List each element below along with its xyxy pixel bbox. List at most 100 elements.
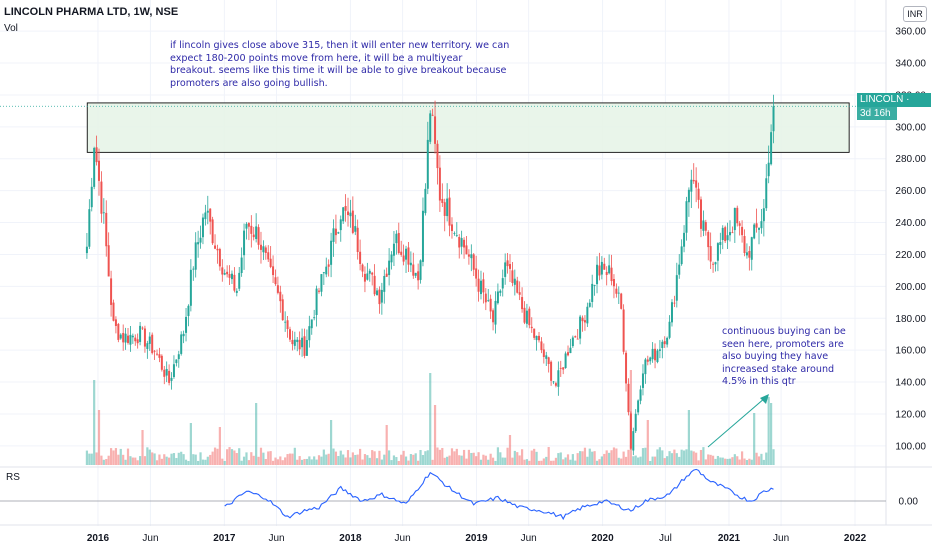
- currency-badge[interactable]: INR: [903, 6, 927, 22]
- volume-bar: [383, 454, 386, 465]
- candle-body: [334, 228, 337, 236]
- candle-body: [349, 212, 352, 217]
- volume-bar: [310, 459, 313, 465]
- candle-body: [223, 273, 226, 275]
- volume-bar: [562, 459, 565, 465]
- candle-body: [479, 280, 482, 295]
- candle-body: [692, 179, 695, 182]
- trend-arrow: [707, 394, 769, 448]
- volume-bar: [455, 448, 458, 465]
- candle-body: [770, 132, 773, 165]
- volume-indicator-label[interactable]: Vol: [4, 23, 18, 34]
- time-tick-label: 2016: [87, 533, 110, 544]
- candle-body: [347, 211, 350, 216]
- volume-bar: [126, 448, 130, 465]
- candle-body: [180, 334, 183, 354]
- volume-bar: [591, 451, 594, 465]
- volume-bar: [540, 460, 543, 465]
- candle-body: [112, 302, 115, 321]
- volume-bar: [670, 453, 674, 465]
- volume-bar: [327, 453, 330, 465]
- candle-body: [373, 275, 376, 295]
- volume-bar: [661, 450, 664, 465]
- volume-bar: [257, 456, 260, 465]
- volume-bar: [731, 457, 734, 465]
- volume-bar: [339, 450, 342, 465]
- candles: [0, 94, 886, 456]
- volume-bar: [653, 456, 657, 465]
- candle-body: [313, 317, 316, 319]
- volume-bar: [344, 457, 347, 465]
- volume-bar: [279, 456, 282, 465]
- rs-series-line: [224, 468, 774, 521]
- volume-bar: [438, 449, 441, 465]
- candle-body: [414, 272, 417, 276]
- candle-body: [378, 289, 381, 305]
- candle-body: [484, 293, 487, 303]
- candle-body: [714, 262, 717, 265]
- candle-body: [463, 239, 466, 248]
- volume-bar: [576, 453, 579, 465]
- candle-body: [221, 267, 224, 275]
- volume-bar: [424, 451, 427, 465]
- candle-body: [286, 320, 289, 330]
- candle-body: [646, 359, 649, 362]
- candle-body: [429, 113, 432, 142]
- volume-bar: [429, 373, 432, 465]
- candle-body: [264, 247, 267, 254]
- volume-bar: [303, 458, 306, 465]
- volume-bar: [269, 451, 272, 465]
- symbol-title[interactable]: LINCOLN PHARMA LTD, 1W, NSE: [4, 6, 179, 18]
- candle-body: [724, 227, 727, 242]
- candle-body: [337, 232, 340, 234]
- volume-bar: [329, 420, 333, 465]
- volume-bar: [634, 455, 637, 465]
- volume-bar: [107, 455, 110, 465]
- candle-body: [315, 288, 318, 315]
- volume-bar: [342, 454, 345, 465]
- volume-bar: [346, 450, 350, 465]
- candle-body: [762, 208, 765, 222]
- volume-bar: [482, 454, 485, 465]
- arrow-shaft: [707, 397, 766, 448]
- volume-bar: [419, 449, 422, 465]
- candle-body: [516, 280, 519, 293]
- rs-indicator-label[interactable]: RS: [6, 472, 20, 483]
- volume-bar: [177, 452, 180, 465]
- candle-body: [523, 307, 526, 323]
- candle-body: [141, 327, 144, 329]
- volume-bar: [366, 455, 369, 465]
- volume-bar: [136, 460, 139, 465]
- time-tick-label: 2019: [465, 533, 488, 544]
- price-tick-label: 300.00: [895, 122, 926, 133]
- volume-bar: [765, 452, 768, 465]
- volume-bar: [569, 459, 572, 465]
- candle-body: [146, 343, 149, 349]
- candle-body: [105, 212, 108, 247]
- candle-body: [758, 228, 761, 230]
- volume-bar: [221, 458, 224, 465]
- candle-body: [330, 240, 333, 265]
- candle-body: [385, 273, 388, 277]
- volume-bar: [516, 452, 519, 465]
- volume-bar: [97, 410, 101, 465]
- candle-body: [569, 347, 572, 354]
- volume-bar: [479, 459, 483, 465]
- volume-bar: [378, 450, 381, 465]
- volume-bar: [322, 449, 325, 465]
- candle-body: [588, 302, 591, 307]
- price-tick-label: 260.00: [895, 186, 926, 197]
- candle-body: [574, 336, 577, 338]
- candle-body: [535, 335, 538, 341]
- candle-body: [250, 225, 253, 234]
- candle-body: [366, 273, 369, 280]
- candle-body: [233, 274, 236, 291]
- volume-bar: [719, 457, 722, 465]
- volume-bar: [124, 459, 127, 465]
- volume-bar: [100, 455, 103, 465]
- candle-body: [581, 317, 584, 322]
- candle-body: [504, 262, 507, 277]
- price-tick-label: 180.00: [895, 314, 926, 325]
- candle-body: [185, 316, 188, 333]
